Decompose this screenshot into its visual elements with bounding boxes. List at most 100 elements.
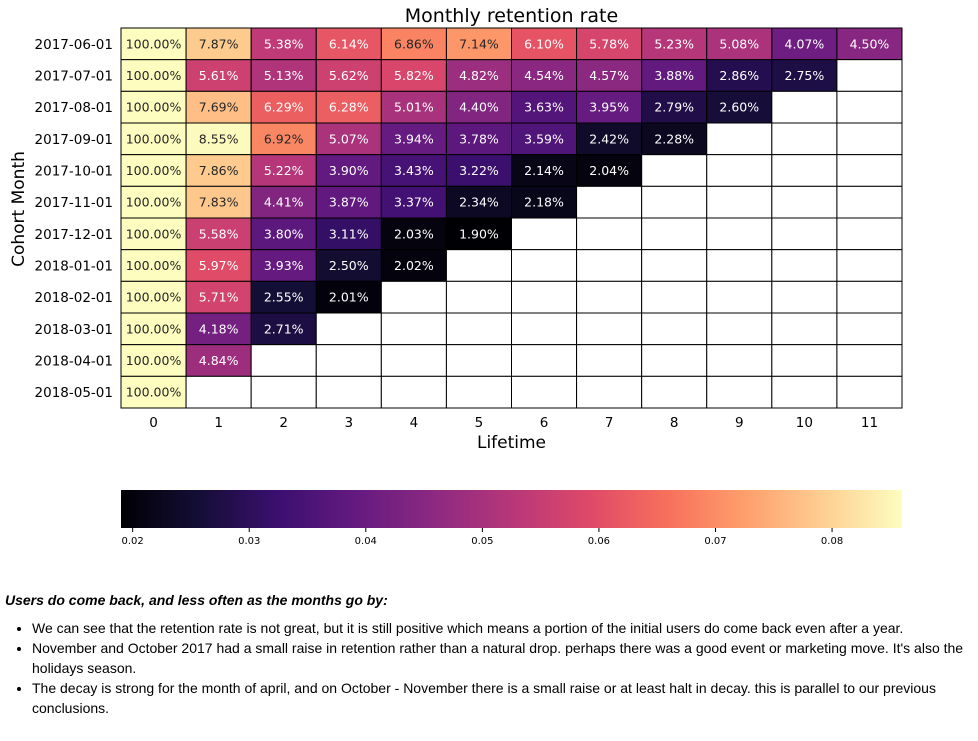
heatmap-cell (576, 90, 643, 124)
cell-value-label: 3.59% (524, 131, 564, 146)
commentary-point-2: November and October 2017 had a small ra… (32, 638, 973, 678)
heatmap-cell (250, 375, 317, 409)
heatmap-cell (380, 59, 447, 92)
heatmap-cell (315, 154, 382, 187)
cell-value-label: 100.00% (126, 258, 182, 273)
heatmap-cell (315, 122, 382, 156)
cell-value-label: 5.71% (199, 290, 239, 305)
cell-value-label: 2.86% (719, 68, 759, 83)
heatmap-cell (576, 59, 643, 92)
cell-value-label: 3.90% (329, 163, 369, 178)
cell-value-label: 2.18% (524, 195, 564, 210)
heatmap-cell (641, 154, 708, 187)
heatmap-cell (836, 154, 903, 187)
heatmap-cell (380, 249, 447, 282)
heatmap-cell (250, 249, 317, 282)
y-tick-label: 2017-11-01 (35, 195, 113, 211)
heatmap-cell (836, 312, 903, 346)
cell-value-label: 6.14% (329, 36, 369, 51)
heatmap-cell (576, 312, 643, 346)
cell-value-label: 5.62% (329, 68, 369, 83)
heatmap-cell (445, 344, 512, 377)
cell-value-label: 2.28% (654, 131, 694, 146)
cell-value-label: 3.22% (459, 163, 499, 178)
y-axis-tick-labels: 2017-06-01 2017-07-01 2017-08-01 2017-09-01… (35, 37, 113, 401)
heatmap-cell (315, 185, 382, 219)
y-tick-label: 2017-10-01 (35, 164, 113, 180)
heatmap-cell (185, 312, 252, 346)
heatmap-cell (315, 375, 382, 409)
cell-value-label: 4.82% (459, 68, 499, 83)
colorbar-tick-label: 0.07 (704, 536, 726, 547)
heatmap-cell (511, 249, 578, 282)
cell-value-label: 100.00% (126, 195, 182, 210)
heatmap-cell (641, 249, 708, 282)
x-tick-label: 0 (149, 415, 158, 431)
heatmap-cell (120, 280, 187, 314)
cell-value-label: 3.78% (459, 131, 499, 146)
colorbar-tick-label: 0.06 (588, 536, 610, 547)
heatmap-cell (771, 280, 838, 314)
y-tick-label: 2018-02-01 (35, 290, 113, 306)
heatmap-cell (706, 375, 773, 409)
heatmap-cell (315, 249, 382, 282)
heatmap-cell (445, 59, 512, 92)
x-tick-label: 6 (540, 415, 549, 431)
heatmap-cell (641, 375, 708, 409)
heatmap-cell (641, 344, 708, 377)
heatmap-cell (706, 154, 773, 187)
heatmap-cell (380, 154, 447, 187)
heatmap-cell (380, 280, 447, 314)
heatmap-cell (641, 122, 708, 156)
x-axis-label: Lifetime (477, 433, 546, 453)
heatmap-cell (380, 344, 447, 377)
x-tick-label: 7 (605, 415, 614, 431)
y-tick-label: 2018-04-01 (35, 354, 113, 370)
retention-heatmap-chart: Monthly retention rate 100.00% 7.87% 5.38%… (9, 5, 903, 547)
cell-value-label: 7.14% (459, 36, 499, 51)
y-tick-label: 2018-01-01 (35, 259, 113, 275)
heatmap-cell (836, 280, 903, 314)
heatmap-cell (511, 59, 578, 92)
cell-value-label: 5.22% (264, 163, 304, 178)
heatmap-cell (445, 280, 512, 314)
cell-value-label: 5.07% (329, 131, 369, 146)
cell-value-label: 7.87% (199, 36, 239, 51)
cell-value-label: 3.11% (329, 226, 369, 241)
cell-value-label: 2.60% (719, 100, 759, 115)
heatmap-cell (771, 375, 838, 409)
cell-value-label: 2.02% (394, 258, 434, 273)
commentary-point-1: We can see that the retention rate is no… (32, 618, 973, 638)
cell-value-label: 6.92% (264, 131, 304, 146)
cell-value-label: 5.78% (589, 36, 629, 51)
heatmap-cell (445, 27, 512, 61)
cell-value-label: 100.00% (126, 100, 182, 115)
heatmap-cell (315, 312, 382, 346)
commentary-point-3: The decay is strong for the month of apr… (32, 678, 973, 718)
heatmap-cell (185, 27, 252, 61)
heatmap-cell (836, 344, 903, 377)
heatmap-cell (511, 122, 578, 156)
cell-value-label: 100.00% (126, 68, 182, 83)
heatmap-cell (120, 154, 187, 187)
heatmap-cell (706, 312, 773, 346)
y-tick-label: 2017-06-01 (35, 37, 113, 53)
chart-title: Monthly retention rate (405, 5, 618, 27)
heatmap-cell (576, 375, 643, 409)
cell-value-label: 8.55% (199, 131, 239, 146)
heatmap-cell (315, 217, 382, 251)
heatmap-cell (836, 217, 903, 251)
cell-value-label: 7.86% (199, 163, 239, 178)
heatmap-cell (250, 312, 317, 346)
x-tick-label: 8 (670, 415, 679, 431)
cell-value-label: 2.04% (589, 163, 629, 178)
cell-value-label: 5.23% (654, 36, 694, 51)
heatmap-cell (120, 344, 187, 377)
cell-value-label: 5.13% (264, 68, 304, 83)
heatmap-cell (445, 375, 512, 409)
cell-value-label: 3.80% (264, 226, 304, 241)
x-tick-label: 5 (475, 415, 484, 431)
heatmap-cell (706, 122, 773, 156)
y-tick-label: 2017-07-01 (35, 69, 113, 85)
y-tick-label: 2018-05-01 (35, 385, 113, 401)
